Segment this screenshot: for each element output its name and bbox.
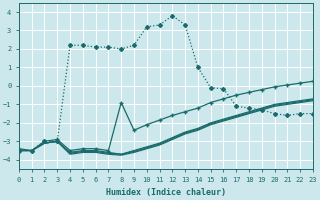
- X-axis label: Humidex (Indice chaleur): Humidex (Indice chaleur): [106, 188, 226, 197]
